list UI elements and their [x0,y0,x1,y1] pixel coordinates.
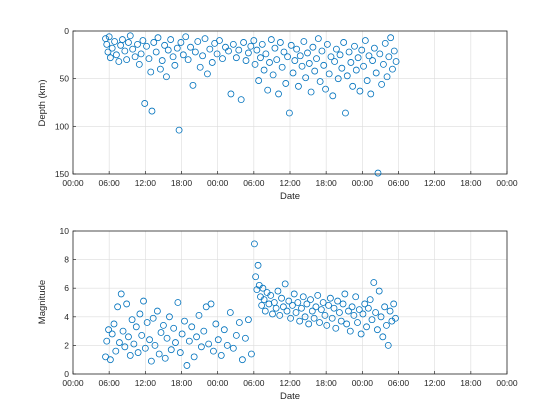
depth-x-tick-label: 18:00 [316,178,338,188]
depth-x-axis-label: Date [280,191,300,202]
depth-x-tick-label: 18:00 [171,178,193,188]
magnitude-y-tick-label: 2 [64,340,69,350]
magnitude-x-tick-label: 12:00 [279,378,301,388]
depth-y-tick-label: 50 [60,74,70,84]
depth-x-tick-label: 06:00 [243,178,265,188]
depth-x-tick-label: 12:00 [424,178,446,188]
depth-scatter-panel: 00:00 06:00 12:00 18:00 00:00 06:00 12:00 18:00… [37,26,518,202]
depth-y-tick-label: 0 [64,26,69,36]
magnitude-y-tick-label: 4 [64,312,69,322]
magnitude-x-tick-label: 06:00 [243,378,265,388]
magnitude-x-tick-label: 18:00 [171,378,193,388]
magnitude-x-tick-label: 00:00 [352,378,374,388]
depth-y-tick-label: 100 [55,121,69,131]
depth-x-tick-label: 12:00 [279,178,301,188]
magnitude-y-tick-label: 8 [64,255,69,265]
magnitude-x-tick-label: 12:00 [135,378,157,388]
magnitude-x-tick-label: 06:00 [388,378,410,388]
magnitude-y-tick-label: 0 [64,369,69,379]
depth-x-tick-label: 00:00 [62,178,84,188]
magnitude-x-tick-label: 00:00 [207,378,229,388]
magnitude-x-tick-label: 18:00 [460,378,482,388]
depth-x-tick-label: 06:00 [99,178,121,188]
magnitude-x-tick-label: 12:00 [424,378,446,388]
magnitude-x-tick-label: 00:00 [62,378,84,388]
depth-y-tick-label: 150 [55,169,69,179]
depth-x-tick-label: 00:00 [207,178,229,188]
depth-x-tick-label: 18:00 [460,178,482,188]
depth-x-tick-label: 12:00 [135,178,157,188]
magnitude-x-tick-label: 00:00 [496,378,518,388]
magnitude-x-tick-label: 06:00 [99,378,121,388]
depth-y-axis-label: Depth (km) [37,80,48,127]
magnitude-x-tick-label: 18:00 [316,378,338,388]
depth-x-tick-label: 00:00 [496,178,518,188]
magnitude-y-axis-label: Magnitude [37,280,48,324]
depth-x-tick-label: 06:00 [388,178,410,188]
depth-x-tick-label: 00:00 [352,178,374,188]
magnitude-y-tick-label: 6 [64,283,69,293]
magnitude-x-axis-label: Date [280,391,300,402]
magnitude-scatter-panel: 00:00 06:00 12:00 18:00 00:00 06:00 12:00 18:00… [37,226,518,402]
magnitude-y-tick-label: 10 [60,226,70,236]
